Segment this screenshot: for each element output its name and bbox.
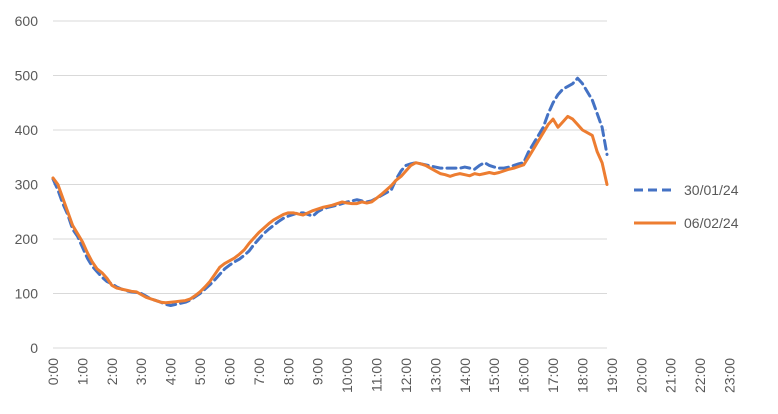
x-tick-label: 4:00 [163, 358, 179, 385]
x-tick-label: 23:00 [722, 358, 738, 393]
x-tick-label: 1:00 [74, 358, 90, 385]
y-tick-label: 0 [30, 340, 38, 356]
legend-label-series-1: 30/01/24 [684, 182, 739, 198]
gridlines [53, 20, 607, 349]
x-tick-label: 21:00 [663, 358, 679, 393]
legend-label-series-2: 06/02/24 [684, 215, 739, 231]
x-tick-label: 0:00 [45, 358, 61, 385]
legend-item-series-2: 06/02/24 [634, 215, 739, 231]
x-tick-label: 8:00 [280, 358, 296, 385]
x-tick-label: 14:00 [457, 358, 473, 393]
x-tick-label: 11:00 [369, 358, 385, 392]
x-tick-label: 19:00 [604, 358, 620, 393]
y-tick-label: 300 [15, 177, 39, 193]
series-line-1 [51, 76, 609, 307]
x-tick-label: 6:00 [221, 358, 237, 385]
x-tick-label: 16:00 [516, 358, 532, 393]
x-tick-label: 9:00 [310, 358, 326, 385]
x-tick-label: 7:00 [251, 358, 267, 385]
x-tick-label: 17:00 [545, 358, 561, 393]
x-tick-label: 2:00 [104, 358, 120, 385]
y-tick-label: 100 [15, 286, 39, 302]
x-tick-label: 22:00 [692, 358, 708, 393]
y-tick-label: 600 [15, 13, 39, 29]
series-line-2 [51, 114, 609, 305]
x-tick-label: 5:00 [192, 358, 208, 385]
y-tick-label: 500 [15, 68, 39, 84]
x-tick-label: 18:00 [574, 358, 590, 393]
y-axis-tick-labels: 0 100 200 300 400 500 600 [15, 13, 39, 356]
x-axis-tick-labels: 0:00 1:00 2:00 3:00 4:00 5:00 6:00 7:00 8:00 9:00… [45, 358, 738, 393]
x-tick-label: 3:00 [133, 358, 149, 385]
x-tick-label: 13:00 [427, 358, 443, 393]
legend-item-series-1: 30/01/24 [634, 182, 739, 198]
y-tick-label: 200 [15, 231, 39, 247]
x-tick-label: 15:00 [486, 358, 502, 393]
x-tick-label: 20:00 [633, 358, 649, 393]
y-tick-label: 400 [15, 122, 39, 138]
series-lines [51, 76, 609, 307]
x-tick-label: 12:00 [398, 358, 414, 393]
legend: 30/01/24 06/02/24 [634, 182, 739, 231]
x-tick-label: 10:00 [339, 358, 355, 393]
